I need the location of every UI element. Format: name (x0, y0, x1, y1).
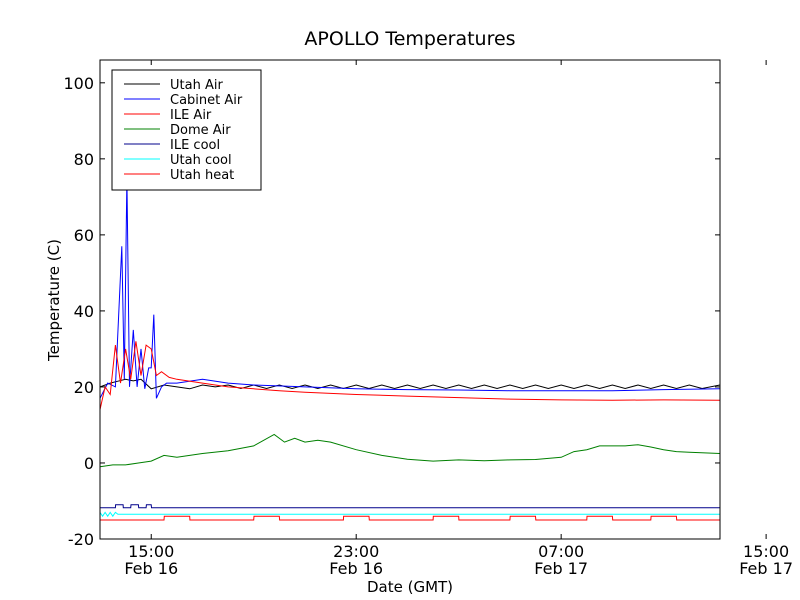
legend-label: ILE cool (170, 138, 220, 153)
legend-label: Utah Air (170, 78, 223, 93)
y-axis-label: Temperature (C) (45, 239, 63, 362)
series-line-utah-heat (100, 515, 720, 521)
x-tick-label-date: Feb 17 (534, 559, 588, 578)
legend-box (111, 69, 262, 191)
x-tick-label-date: Feb 16 (329, 559, 383, 578)
x-tick-label-date: Feb 17 (739, 559, 793, 578)
legend-label: Utah cool (170, 153, 232, 168)
series-line-dome-air (100, 433, 720, 468)
y-tick-label: -20 (68, 530, 94, 549)
y-tick-label: 20 (74, 378, 94, 397)
y-tick-label: 40 (74, 302, 94, 321)
legend-label: Cabinet Air (170, 93, 243, 108)
x-tick-label-time: 23:00 (333, 542, 379, 561)
legend-label: Utah heat (170, 168, 234, 183)
legend-label: Dome Air (170, 123, 231, 138)
series-line-ile-cool (100, 504, 720, 509)
y-tick-label: 80 (74, 150, 94, 169)
x-axis-label: Date (GMT) (367, 578, 453, 596)
y-tick-label: 60 (74, 226, 94, 245)
x-tick-label-date: Feb 16 (124, 559, 178, 578)
x-tick-label-time: 15:00 (743, 542, 789, 561)
plot-frame (99, 59, 721, 540)
series-group (100, 177, 720, 521)
series-line-utah-cool (100, 511, 720, 518)
legend-label: ILE Air (170, 108, 212, 123)
chart-title: APOLLO Temperatures (304, 28, 515, 50)
y-tick-label: 100 (63, 74, 94, 93)
series-line-utah-air (100, 378, 720, 390)
series-line-ile-air (100, 341, 720, 410)
series-line-cabinet-air (100, 177, 720, 399)
x-tick-label-time: 15:00 (128, 542, 174, 561)
x-tick-label-time: 07:00 (538, 542, 584, 561)
y-tick-label: 0 (84, 454, 94, 473)
